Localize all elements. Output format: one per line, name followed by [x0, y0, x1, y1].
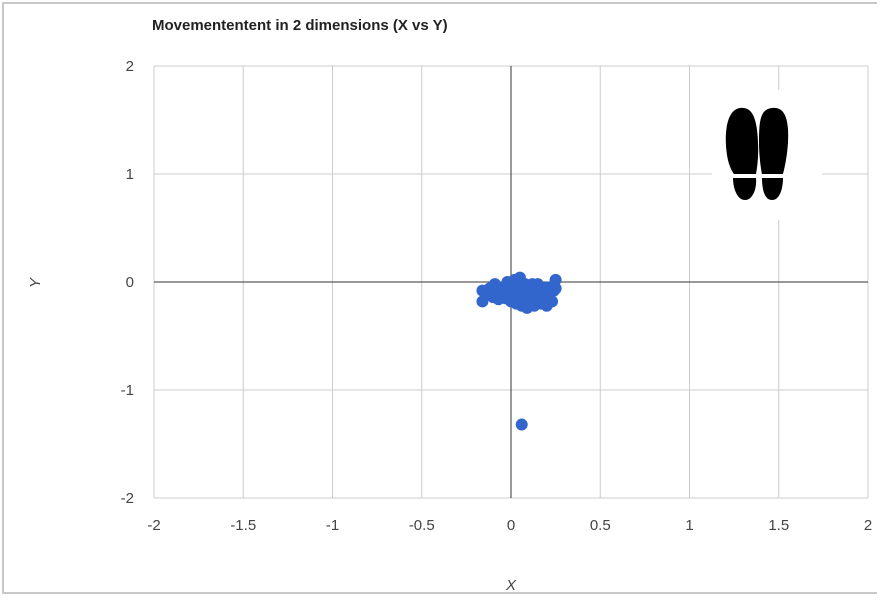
y-tick-label: -2: [121, 490, 134, 507]
x-tick-label: 0.5: [590, 517, 611, 534]
x-tick-label: 0: [507, 517, 515, 534]
y-tick-label: 2: [126, 58, 134, 75]
data-points: [476, 271, 562, 431]
data-point: [515, 418, 528, 431]
x-tick-label: 2: [864, 517, 872, 534]
x-tick-label: -1: [326, 517, 339, 534]
y-tick-label: -1: [121, 382, 134, 399]
x-tick-label: -1.5: [230, 517, 256, 534]
right-footprint-icon: [759, 107, 789, 200]
data-point: [549, 273, 562, 286]
left-footprint-icon: [725, 107, 759, 200]
tick-labels: -2 -1.5 -1 -0.5 0 0.5 1 1.5 2 2 1 0 -1 -2: [121, 58, 873, 534]
data-point: [549, 282, 562, 295]
chart-title: Movemententent in 2 dimensions (X vs Y): [152, 17, 448, 34]
x-tick-label: -2: [147, 517, 160, 534]
x-axis-title: X: [505, 577, 517, 594]
y-axis-title: Y: [27, 277, 44, 288]
y-tick-label: 1: [126, 166, 134, 183]
data-point: [546, 295, 559, 308]
x-tick-label: -0.5: [409, 517, 435, 534]
x-tick-label: 1: [685, 517, 693, 534]
footprints-icon: [712, 90, 822, 220]
y-tick-label: 0: [126, 274, 134, 291]
x-tick-label: 1.5: [768, 517, 789, 534]
